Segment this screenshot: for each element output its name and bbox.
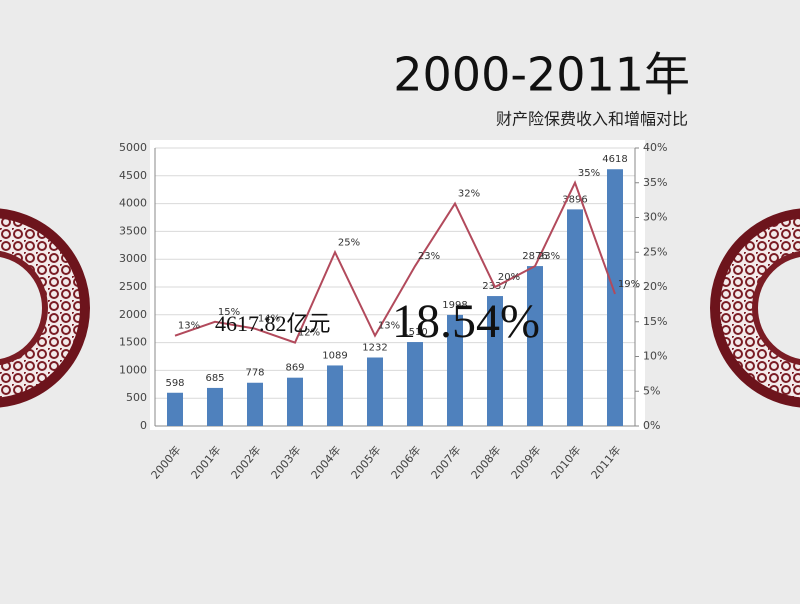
line-value-label: 19% — [618, 279, 640, 290]
x-tick-label: 2004年 — [308, 443, 344, 482]
line — [174, 180, 616, 344]
y2-tick-label: 25% — [643, 245, 667, 258]
bar-value-label: 869 — [285, 363, 304, 374]
bar — [287, 377, 303, 426]
y-tick-label: 3000 — [119, 252, 147, 265]
bar-value-label: 3896 — [562, 194, 587, 205]
x-tick-label: 2001年 — [188, 443, 224, 482]
bar — [327, 365, 343, 426]
line-value-label: 13% — [378, 321, 400, 332]
line-value-label: 25% — [338, 237, 360, 248]
line-value-label: 23% — [418, 251, 440, 262]
bar — [167, 392, 183, 426]
x-tick-label: 2010年 — [548, 443, 584, 482]
ornament-right — [710, 208, 800, 408]
line-value-label: 15% — [218, 307, 240, 318]
bar-value-label: 598 — [165, 378, 184, 389]
y2-tick-label: 10% — [643, 350, 667, 363]
y2-tick-label: 20% — [643, 280, 667, 293]
plot-background — [150, 140, 645, 430]
x-tick-label: 2008年 — [468, 443, 504, 482]
y2-tick-label: 35% — [643, 176, 667, 189]
y-tick-label: 2000 — [119, 308, 147, 321]
bar-value-label: 1998 — [442, 300, 467, 311]
y-tick-label: 2500 — [119, 280, 147, 293]
bar-value-label: 685 — [205, 373, 224, 384]
annotation: 18.54% — [392, 295, 540, 348]
y2-tick-label: 30% — [643, 211, 667, 224]
y-tick-label: 3500 — [119, 224, 147, 237]
bar-value-label: 4618 — [602, 154, 627, 165]
x-tick-label: 2003年 — [268, 443, 304, 482]
x-tick-label: 2000年 — [148, 443, 184, 482]
x-tick-label: 2011年 — [588, 443, 624, 482]
bar — [567, 209, 583, 426]
bar — [447, 314, 463, 426]
line-value-label: 20% — [498, 272, 520, 283]
x-tick-label: 2007年 — [428, 443, 464, 482]
chart-subtitle: 财产险保费收入和增幅对比 — [496, 110, 688, 129]
line-value-label: 35% — [578, 168, 600, 179]
y-tick-label: 4000 — [119, 197, 147, 210]
line-value-label: 14% — [258, 314, 280, 325]
x-tick-label: 2005年 — [348, 443, 384, 482]
bar-value-label: 2876 — [522, 251, 547, 262]
y-tick-label: 500 — [126, 391, 147, 404]
bar — [607, 169, 623, 426]
bar-value-label: 1089 — [322, 350, 347, 361]
line-value-label: 12% — [298, 328, 320, 339]
bar-value-label: 778 — [245, 368, 264, 379]
line-value-label: 23% — [538, 251, 560, 262]
x-tick-label: 2006年 — [388, 443, 424, 482]
y2-tick-label: 15% — [643, 315, 667, 328]
y2-tick-label: 40% — [643, 141, 667, 154]
y-tick-label: 1000 — [119, 363, 147, 376]
bar — [367, 357, 383, 426]
bar — [407, 342, 423, 426]
annotation: 4617.82亿元 — [215, 311, 331, 336]
x-tick-label: 2002年 — [228, 443, 264, 482]
line-value-label: 32% — [458, 189, 480, 200]
bar-value-label: 1232 — [362, 343, 387, 354]
y-tick-label: 1500 — [119, 336, 147, 349]
bar — [247, 382, 263, 426]
y-tick-label: 5000 — [119, 141, 147, 154]
bar — [487, 296, 503, 426]
y-tick-label: 4500 — [119, 169, 147, 182]
bar — [527, 266, 543, 426]
line-value-label: 13% — [178, 321, 200, 332]
chart-title: 2000-2011年 — [393, 48, 690, 102]
bar — [207, 387, 223, 426]
x-tick-label: 2009年 — [508, 443, 544, 482]
bar-value-label: 1510 — [402, 327, 427, 338]
ornament-left — [0, 208, 90, 408]
y2-tick-label: 5% — [643, 384, 660, 397]
y-tick-label: 0 — [140, 419, 147, 432]
y2-tick-label: 0% — [643, 419, 660, 432]
